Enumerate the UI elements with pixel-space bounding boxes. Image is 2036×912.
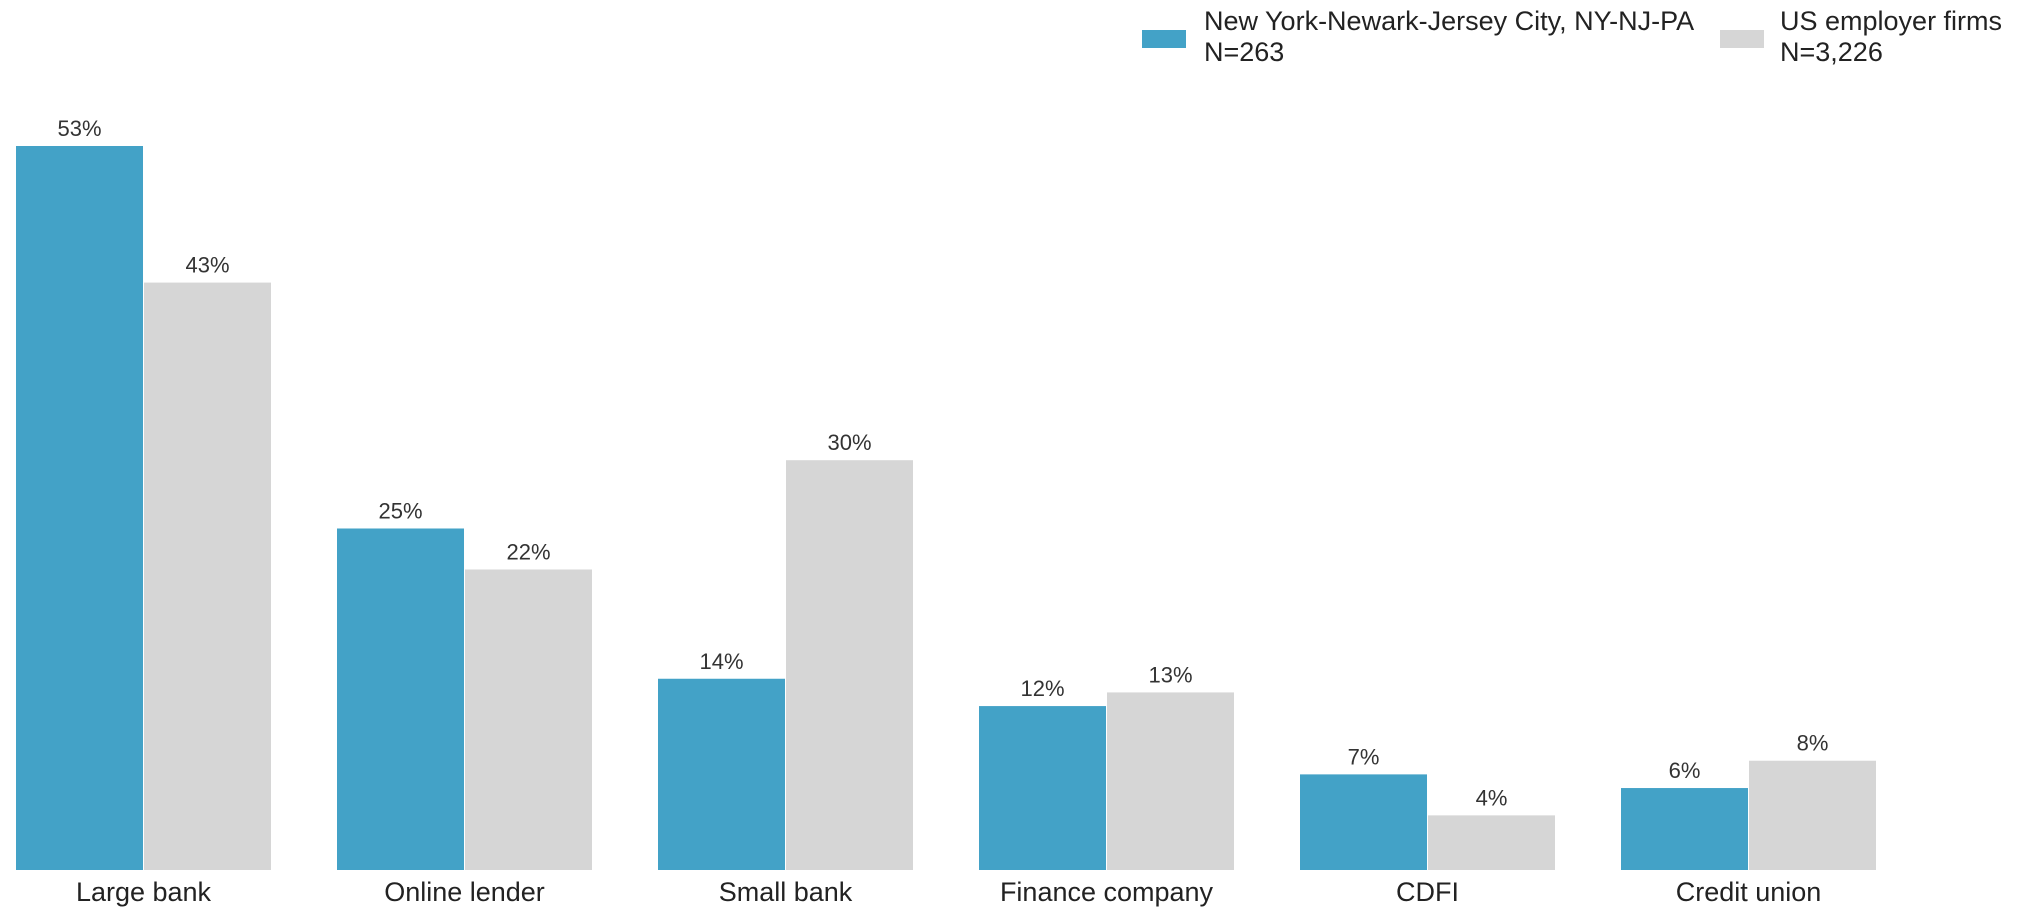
value-label-online-lender-us: 22%: [506, 539, 550, 564]
value-label-finance-company-ny: 12%: [1020, 676, 1064, 701]
legend-item-us: US employer firms N=3,226: [1720, 6, 2002, 67]
category-labels-group: Large bank Online lender Small bank Finance…: [76, 877, 1821, 907]
bars-group: [16, 146, 1876, 870]
category-label-online-lender: Online lender: [384, 877, 545, 907]
legend-swatch-us: [1720, 30, 1764, 48]
value-label-credit-union-us: 8%: [1797, 731, 1829, 756]
bar-online-lender-us: [465, 569, 592, 870]
bar-cdfi-us: [1428, 815, 1555, 870]
bar-credit-union-us: [1749, 760, 1876, 870]
legend-sample-ny: N=263: [1204, 37, 1284, 67]
bar-online-lender-ny: [337, 528, 464, 870]
category-label-finance-company: Finance company: [1000, 877, 1214, 907]
legend-label-ny: New York-Newark-Jersey City, NY-NJ-PA: [1204, 6, 1694, 36]
value-label-small-bank-us: 30%: [827, 430, 871, 455]
value-label-large-bank-ny: 53%: [57, 116, 101, 141]
legend-swatch-ny: [1142, 30, 1186, 48]
legend-sample-us: N=3,226: [1780, 37, 1883, 67]
category-label-credit-union: Credit union: [1676, 877, 1822, 907]
bar-finance-company-us: [1107, 692, 1234, 870]
bar-small-bank-us: [786, 460, 913, 870]
category-label-large-bank: Large bank: [76, 877, 212, 907]
value-label-small-bank-ny: 14%: [699, 649, 743, 674]
legend-item-ny: New York-Newark-Jersey City, NY-NJ-PA N=…: [1142, 6, 1694, 67]
value-label-large-bank-us: 43%: [185, 253, 229, 278]
legend: New York-Newark-Jersey City, NY-NJ-PA N=…: [1142, 6, 2002, 67]
bar-large-bank-ny: [16, 146, 143, 870]
value-label-online-lender-ny: 25%: [378, 498, 422, 523]
value-label-cdfi-ny: 7%: [1348, 744, 1380, 769]
value-label-finance-company-us: 13%: [1148, 662, 1192, 687]
bar-small-bank-ny: [658, 678, 785, 870]
bar-large-bank-us: [144, 282, 271, 870]
bar-credit-union-ny: [1621, 788, 1748, 870]
bar-cdfi-ny: [1300, 774, 1427, 870]
category-label-small-bank: Small bank: [719, 877, 853, 907]
bar-finance-company-ny: [979, 706, 1106, 870]
value-labels-group: 53% 43% 25% 22% 14% 30% 12% 13% 7% 4% 6% 8%: [57, 116, 1828, 810]
value-label-cdfi-us: 4%: [1476, 785, 1508, 810]
category-label-cdfi: CDFI: [1396, 877, 1459, 907]
value-label-credit-union-ny: 6%: [1669, 758, 1701, 783]
legend-label-us: US employer firms: [1780, 6, 2002, 36]
